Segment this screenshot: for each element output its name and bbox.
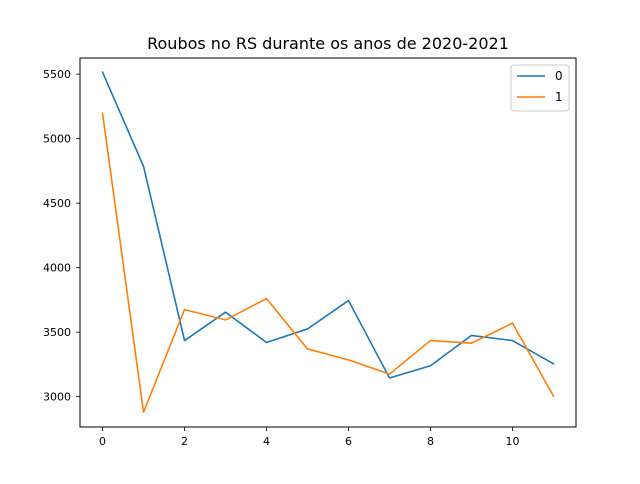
y-tick-label: 3000 [43,391,71,404]
legend-label-0: 0 [555,69,563,83]
y-tick-label: 3500 [43,326,71,339]
x-tick-label: 0 [99,435,106,448]
legend-label-1: 1 [555,90,563,104]
x-tick-label: 8 [427,435,434,448]
x-axis: 0 2 4 6 8 10 [99,427,519,448]
x-tick-label: 4 [263,435,270,448]
y-axis: 3000 3500 4000 4500 5000 5500 [43,68,80,404]
y-tick-label: 4500 [43,197,71,210]
chart-title: Roubos no RS durante os anos de 2020-202… [147,34,509,53]
y-tick-label: 5000 [43,133,71,146]
x-tick-label: 6 [345,435,352,448]
y-tick-label: 5500 [43,68,71,81]
x-tick-label: 10 [505,435,519,448]
series-line-0 [101,71,555,379]
plot-area [101,71,555,413]
legend: 01 [510,64,570,112]
axes-frame [79,57,577,428]
series-line-1 [101,112,555,413]
y-tick-label: 4000 [43,262,71,275]
x-tick-label: 2 [181,435,188,448]
